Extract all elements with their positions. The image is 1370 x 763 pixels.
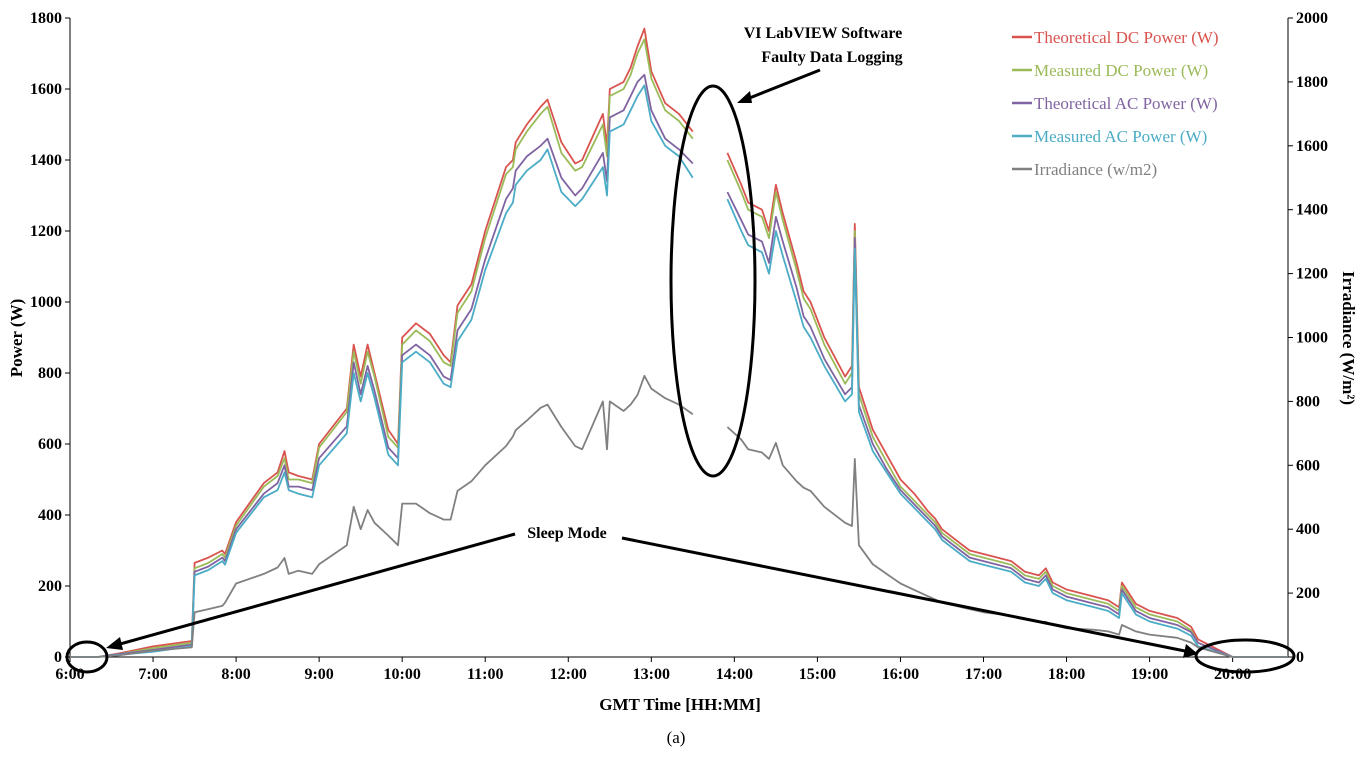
annotations: VI LabVIEW Software Faulty Data Logging … xyxy=(65,25,1296,674)
x-tick-label: 19:00 xyxy=(1131,666,1168,683)
faulty-logging-label-line2: Faulty Data Logging xyxy=(761,49,902,66)
series-line-3 xyxy=(70,84,1288,658)
legend-label-2: Theoretical AC Power (W) xyxy=(1034,94,1218,113)
y-right-tick-label: 800 xyxy=(1296,393,1320,410)
x-tick-label: 17:00 xyxy=(965,666,1002,683)
x-tick-label: 7:00 xyxy=(138,666,167,683)
x-tick-label: 10:00 xyxy=(384,666,421,683)
sleep-mode-label: Sleep Mode xyxy=(527,525,607,542)
x-tick-label: 11:00 xyxy=(467,666,503,683)
sleep-mode-arrowhead-right xyxy=(1183,644,1198,658)
faulty-logging-ellipse xyxy=(669,84,757,478)
y-right-tick-label: 0 xyxy=(1296,649,1304,666)
faulty-logging-arrow xyxy=(746,68,821,101)
y-left-tick-label: 800 xyxy=(38,365,62,382)
sleep-mode-ellipse-left xyxy=(65,640,109,674)
y-left-tick-label: 1200 xyxy=(30,223,62,240)
y-left-tick-label: 0 xyxy=(54,649,62,666)
y-right-tick-label: 1200 xyxy=(1296,266,1328,283)
y-right-tick-label: 1800 xyxy=(1296,74,1328,91)
x-tick-label: 14:00 xyxy=(716,666,753,683)
legend: Theoretical DC Power (W) Measured DC Powe… xyxy=(1012,28,1219,179)
sleep-mode-arrow-right xyxy=(621,536,1186,653)
legend-label-0: Theoretical DC Power (W) xyxy=(1034,28,1219,47)
y-left-tick-label: 600 xyxy=(38,436,62,453)
y-left-tick-label: 1800 xyxy=(30,10,62,27)
x-tick-label: 6:00 xyxy=(55,666,84,683)
x-tick-label: 15:00 xyxy=(799,666,836,683)
y-right-tick-label: 1000 xyxy=(1296,330,1328,347)
legend-label-4: Irradiance (w/m2) xyxy=(1034,160,1157,179)
y-left-tick-label: 200 xyxy=(38,578,62,595)
y-right-axis-title: Irradiance (W/m²) xyxy=(1339,271,1358,405)
sleep-mode-arrow-left xyxy=(119,532,516,646)
sleep-mode-arrowhead-left xyxy=(106,637,123,650)
y-left-tick-label: 1600 xyxy=(30,81,62,98)
y-right-tick-label: 1400 xyxy=(1296,202,1328,219)
x-tick-label: 16:00 xyxy=(882,666,919,683)
figure-caption: (a) xyxy=(667,728,686,747)
y-left-tick-label: 400 xyxy=(38,507,62,524)
x-tick-label: 9:00 xyxy=(304,666,333,683)
faulty-logging-label-line1: VI LabVIEW Software xyxy=(744,25,903,42)
legend-label-3: Measured AC Power (W) xyxy=(1034,127,1207,146)
x-tick-label: 8:00 xyxy=(221,666,250,683)
ticks: 6:00 7:00 8:00 9:00 10:00 11:00 12:00 13:00 14:0… xyxy=(30,10,1328,683)
x-tick-label: 18:00 xyxy=(1048,666,1085,683)
x-tick-label: 13:00 xyxy=(633,666,670,683)
legend-label-1: Measured DC Power (W) xyxy=(1034,61,1208,80)
x-axis-title: GMT Time [HH:MM] xyxy=(599,695,760,714)
y-right-tick-label: 200 xyxy=(1296,585,1320,602)
series-line-4 xyxy=(70,374,1288,658)
x-tick-label: 12:00 xyxy=(550,666,587,683)
y-left-axis-title: Power (W) xyxy=(7,299,26,378)
series-line-1 xyxy=(70,38,1288,658)
y-right-tick-label: 400 xyxy=(1296,521,1320,538)
y-left-tick-label: 1000 xyxy=(30,294,62,311)
sleep-mode-ellipse-right xyxy=(1194,638,1296,674)
faulty-logging-arrowhead xyxy=(737,91,752,103)
y-right-tick-label: 1600 xyxy=(1296,138,1328,155)
y-right-tick-label: 600 xyxy=(1296,457,1320,474)
series-line-0 xyxy=(70,27,1288,658)
series-group xyxy=(70,27,1288,658)
y-right-tick-label: 2000 xyxy=(1296,10,1328,27)
y-left-tick-label: 1400 xyxy=(30,152,62,169)
